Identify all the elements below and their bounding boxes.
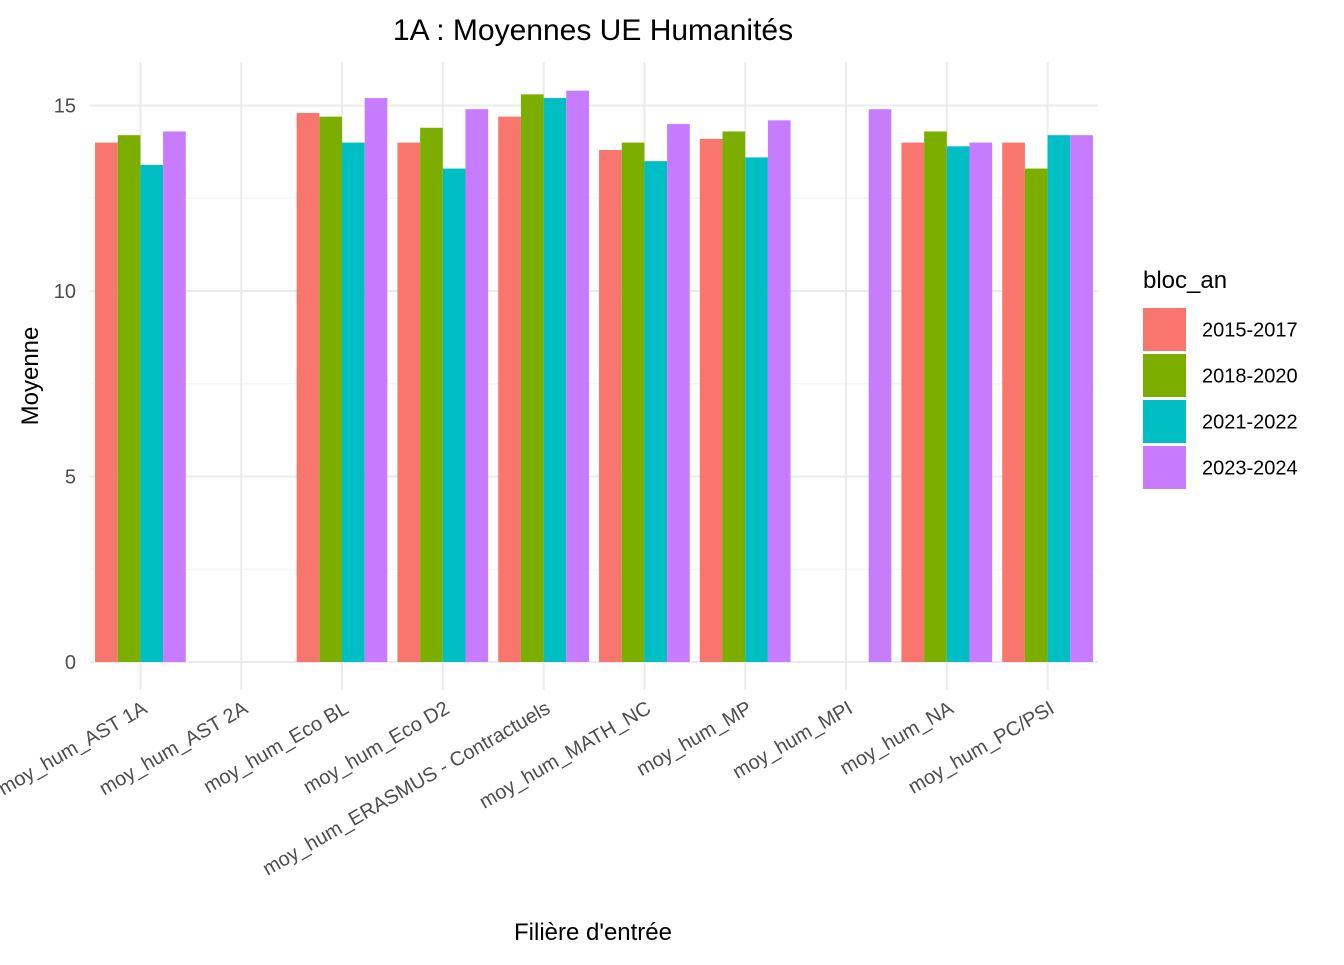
- legend-label: 2018-2020: [1202, 366, 1298, 388]
- bar: moy_hum_ERASMUS - Contractuels / 2018-20…: [520, 94, 544, 663]
- legend-key: [1143, 400, 1186, 443]
- y-tick-label: 5: [65, 467, 76, 489]
- bar: moy_hum_MP / 2015-2017: 14.1: [699, 138, 723, 662]
- bar: moy_hum_AST 1A / 2023-2024: 14.3: [163, 131, 186, 663]
- y-tick-label: 0: [65, 652, 76, 674]
- bar: moy_hum_PC/PSI / 2015-2017: 14: [1002, 142, 1025, 663]
- bar: moy_hum_ERASMUS - Contractuels / 2023-20…: [566, 90, 589, 662]
- bar: moy_hum_NA / 2018-2020: 14.3: [924, 131, 947, 663]
- bar: moy_hum_MP / 2021-2022: 13.6: [745, 157, 768, 662]
- bar: moy_hum_NA / 2015-2017: 14: [901, 142, 925, 663]
- bar: moy_hum_MATH_NC / 2023-2024: 14.5: [667, 124, 690, 663]
- bar: moy_hum_MATH_NC / 2021-2022: 13.5: [644, 161, 668, 662]
- bar: moy_hum_MPI / 2023-2024: 14.9: [868, 109, 892, 662]
- legend-label: 2021-2022: [1202, 412, 1298, 434]
- bar: moy_hum_MP / 2018-2020: 14.3: [722, 131, 746, 663]
- y-tick-label: 15: [54, 96, 76, 118]
- y-tick-label: 10: [54, 281, 76, 303]
- bar: moy_hum_Eco BL / 2015-2017: 14.8: [296, 112, 320, 663]
- bar: moy_hum_ERASMUS - Contractuels / 2015-20…: [498, 116, 521, 662]
- legend-label: 2023-2024: [1202, 458, 1298, 480]
- chart-title: 1A : Moyennes UE Humanités: [393, 14, 793, 47]
- bar: moy_hum_MATH_NC / 2018-2020: 14: [621, 142, 645, 663]
- legend: bloc_an 2015-2017 2018-2020 2021-2022 2023-…: [1143, 267, 1298, 489]
- legend-label: 2015-2017: [1202, 320, 1298, 342]
- legend-title: bloc_an: [1143, 267, 1227, 294]
- bars-layer: moy_hum_AST 1A / 2015-2017: 14moy_hum_AS…: [95, 90, 1093, 663]
- bar: moy_hum_PC/PSI / 2018-2020: 13.3: [1024, 168, 1048, 662]
- bar: moy_hum_PC/PSI / 2021-2022: 14.2: [1047, 135, 1071, 662]
- bar: moy_hum_AST 1A / 2015-2017: 14: [95, 142, 118, 663]
- legend-key: [1143, 446, 1186, 489]
- bar: moy_hum_NA / 2023-2024: 14: [969, 142, 993, 663]
- y-axis-title: Moyenne: [17, 327, 44, 426]
- bar: moy_hum_AST 1A / 2018-2020: 14.2: [117, 135, 141, 662]
- bar: moy_hum_ERASMUS - Contractuels / 2021-20…: [543, 98, 567, 662]
- bar: moy_hum_Eco BL / 2023-2024: 15.2: [364, 98, 388, 662]
- bar: moy_hum_Eco BL / 2018-2020: 14.7: [319, 116, 342, 662]
- legend-key: [1143, 308, 1186, 351]
- bar: moy_hum_AST 1A / 2021-2022: 13.4: [140, 164, 164, 663]
- bar: moy_hum_MP / 2023-2024: 14.6: [767, 120, 791, 663]
- legend-key: [1143, 354, 1186, 397]
- bar: moy_hum_Eco D2 / 2015-2017: 14: [397, 142, 421, 663]
- bar: moy_hum_PC/PSI / 2023-2024: 14.2: [1070, 135, 1093, 662]
- bar: moy_hum_Eco BL / 2021-2022: 14: [342, 142, 365, 663]
- bar: moy_hum_Eco D2 / 2021-2022: 13.3: [442, 168, 466, 662]
- bar: moy_hum_MATH_NC / 2015-2017: 13.8: [599, 150, 622, 662]
- x-tick-label: moy_hum_MATH_NC: [476, 697, 655, 813]
- bar: moy_hum_NA / 2021-2022: 13.9: [946, 146, 970, 662]
- x-axis-title: Filière d'entrée: [514, 919, 672, 946]
- y-tick-labels: 0 5 10 15: [54, 96, 76, 675]
- bar: moy_hum_Eco D2 / 2023-2024: 14.9: [465, 109, 489, 662]
- bar: moy_hum_Eco D2 / 2018-2020: 14.4: [420, 127, 443, 662]
